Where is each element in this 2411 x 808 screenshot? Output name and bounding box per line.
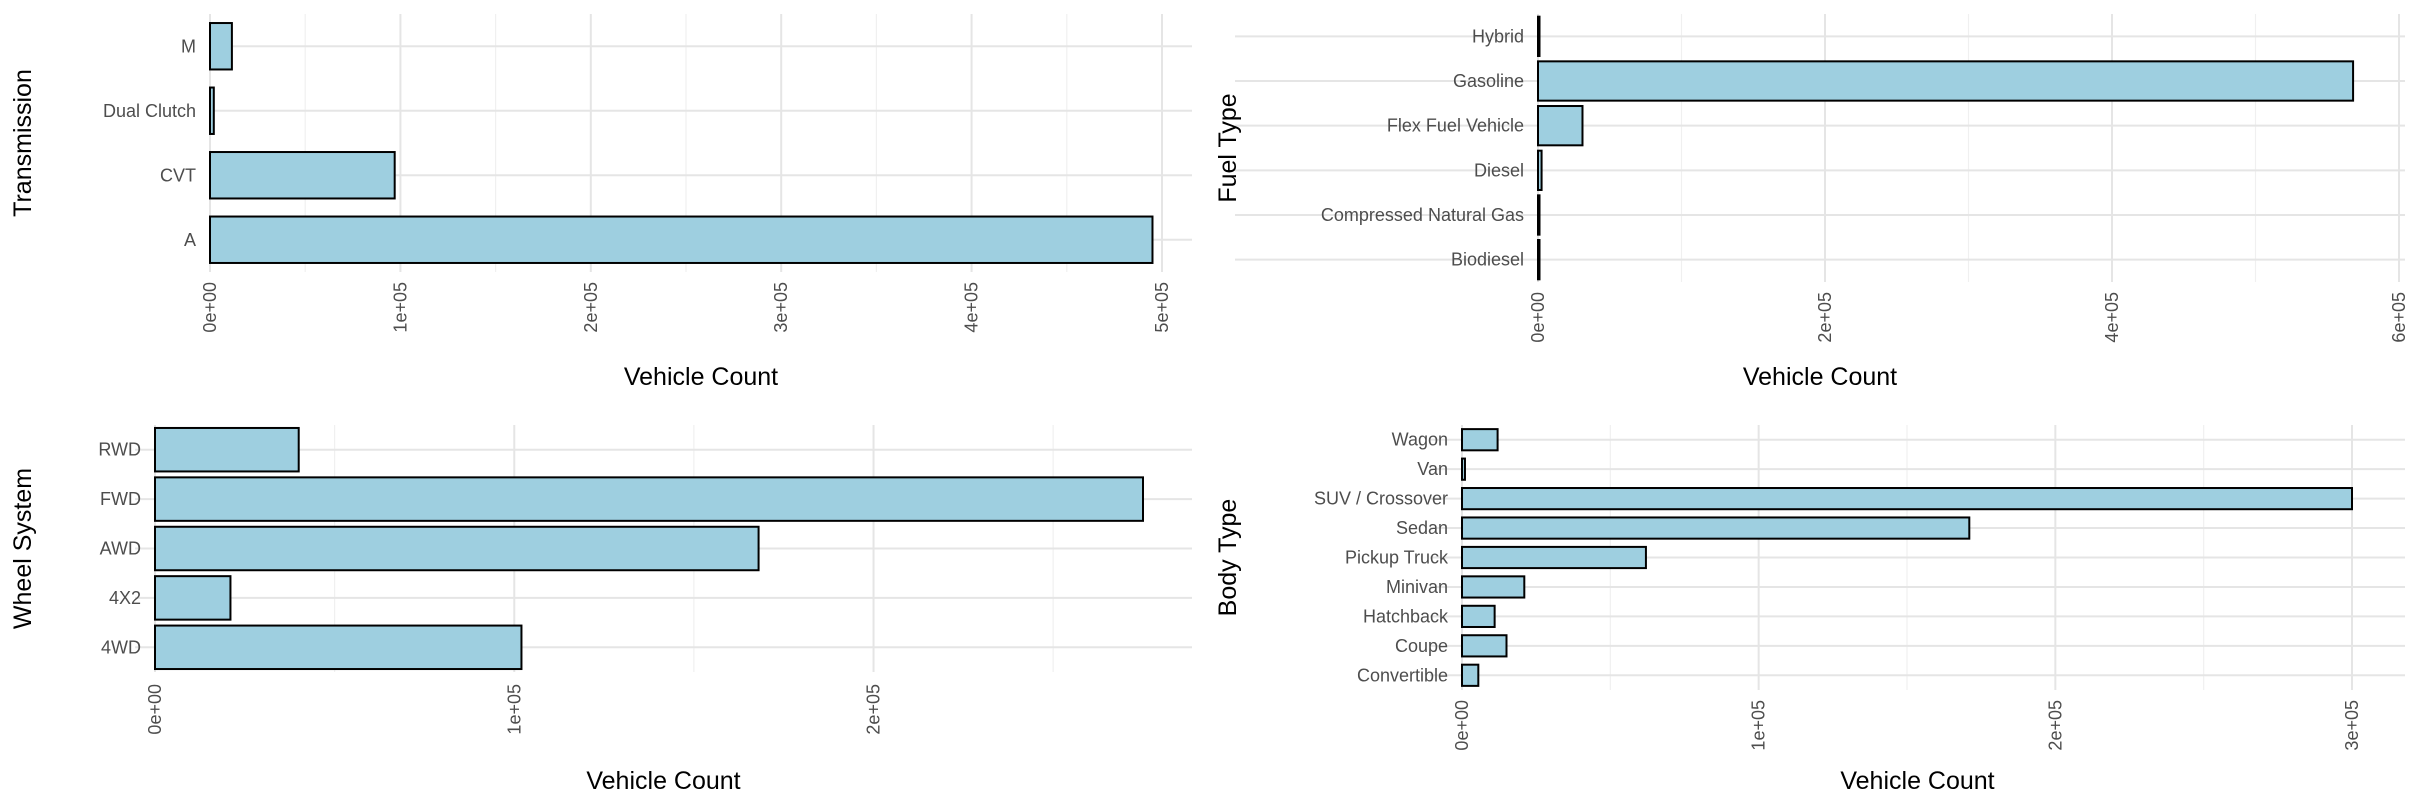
x-axis-title: Vehicle Count <box>1840 767 1994 795</box>
bar-convertible <box>1461 663 1480 687</box>
x-tick-label: 6e+05 <box>2389 292 2409 343</box>
y-tick-label: Gasoline <box>1453 71 1524 91</box>
bar-hatchback <box>1461 604 1496 628</box>
bar-4x2 <box>154 575 232 621</box>
y-tick-label: Sedan <box>1396 518 1448 538</box>
y-tick-label: Diesel <box>1474 160 1524 180</box>
y-tick-label: Wagon <box>1392 430 1448 450</box>
bar-minivan <box>1461 575 1526 599</box>
y-tick-label: Convertible <box>1357 665 1448 685</box>
x-tick-label: 0e+00 <box>1528 292 1548 343</box>
transmission-panel: A CVT Dual Clutch M 0e+00 1e+05 2e+05 3e+05 4e+0… <box>9 14 1192 391</box>
y-tick-label: Hatchback <box>1363 606 1449 626</box>
bar-wagon <box>1461 428 1499 452</box>
y-axis-title: Fuel Type <box>1214 93 1242 202</box>
bar-awd <box>154 525 760 572</box>
bar-pickup-truck <box>1461 545 1647 570</box>
bar-dual-clutch <box>209 86 215 135</box>
y-tick-label: AWD <box>100 539 141 559</box>
x-tick-label: 1e+05 <box>1749 700 1769 751</box>
x-tick-label: 5e+05 <box>1152 282 1172 333</box>
x-tick-label: 2e+05 <box>581 282 601 333</box>
y-axis-title: Body Type <box>1214 499 1242 617</box>
y-tick-label: A <box>184 230 196 250</box>
y-tick-label: Biodiesel <box>1451 250 1524 270</box>
bar-flex-fuel-vehicle <box>1537 105 1584 147</box>
x-tick-label: 1e+05 <box>390 282 410 333</box>
bar-rwd <box>154 426 300 473</box>
fuel-type-panel: Biodiesel Compressed Natural Gas Diesel Fle… <box>1214 14 2409 391</box>
bar-van <box>1461 457 1466 481</box>
x-tick-label: 0e+00 <box>145 684 165 735</box>
x-tick-label: 2e+05 <box>1815 292 1835 343</box>
y-tick-label: Hybrid <box>1472 26 1524 46</box>
x-axis-title: Vehicle Count <box>1743 363 1897 391</box>
y-tick-label: CVT <box>160 165 196 185</box>
y-tick-label: Dual Clutch <box>103 101 196 121</box>
y-tick-label: Van <box>1417 459 1448 479</box>
bar-diesel <box>1537 149 1543 191</box>
bar-cvt <box>209 151 396 200</box>
bar-4wd <box>154 624 523 671</box>
y-tick-label: RWD <box>98 440 141 460</box>
body-type-panel: Convertible Coupe Hatchback Minivan Pickup T… <box>1214 425 2405 795</box>
bar-sedan <box>1461 516 1971 540</box>
y-tick-label: Minivan <box>1386 577 1448 597</box>
x-tick-label: 2e+05 <box>864 684 884 735</box>
bar-fwd <box>154 476 1144 522</box>
y-tick-label: 4WD <box>101 637 141 657</box>
bar-suv-crossover <box>1461 487 2353 511</box>
x-tick-label: 0e+00 <box>200 282 220 333</box>
bar-hybrid <box>1537 15 1541 57</box>
bar-coupe <box>1461 634 1508 658</box>
y-tick-label: Pickup Truck <box>1345 548 1449 568</box>
y-tick-label: SUV / Crossover <box>1314 489 1448 509</box>
x-tick-label: 4e+05 <box>962 282 982 333</box>
bar-a <box>209 215 1154 264</box>
x-axis-title: Vehicle Count <box>624 363 778 391</box>
y-axis-title: Wheel System <box>9 468 37 629</box>
y-tick-label: Compressed Natural Gas <box>1321 205 1524 225</box>
y-tick-label: Flex Fuel Vehicle <box>1387 116 1524 136</box>
y-tick-label: Coupe <box>1395 636 1448 656</box>
bar-m <box>209 22 233 71</box>
x-tick-label: 2e+05 <box>2045 700 2065 751</box>
x-tick-label: 3e+05 <box>2342 700 2362 751</box>
x-axis-title: Vehicle Count <box>586 767 740 795</box>
y-axis-title: Transmission <box>9 69 37 217</box>
x-tick-label: 1e+05 <box>504 684 524 735</box>
wheel-system-panel: 4WD 4X2 AWD FWD RWD 0e+00 1e+05 2e+05 Vehicle Co… <box>9 425 1192 795</box>
bar-biodiesel <box>1537 239 1541 281</box>
y-tick-label: M <box>181 36 196 56</box>
bar-compressed-natural-gas <box>1537 194 1541 236</box>
y-tick-label: 4X2 <box>109 588 141 608</box>
x-tick-label: 0e+00 <box>1452 700 1472 751</box>
y-tick-label: FWD <box>100 489 141 509</box>
x-tick-label: 4e+05 <box>2102 292 2122 343</box>
x-tick-label: 3e+05 <box>771 282 791 333</box>
bar-gasoline <box>1537 60 2355 102</box>
